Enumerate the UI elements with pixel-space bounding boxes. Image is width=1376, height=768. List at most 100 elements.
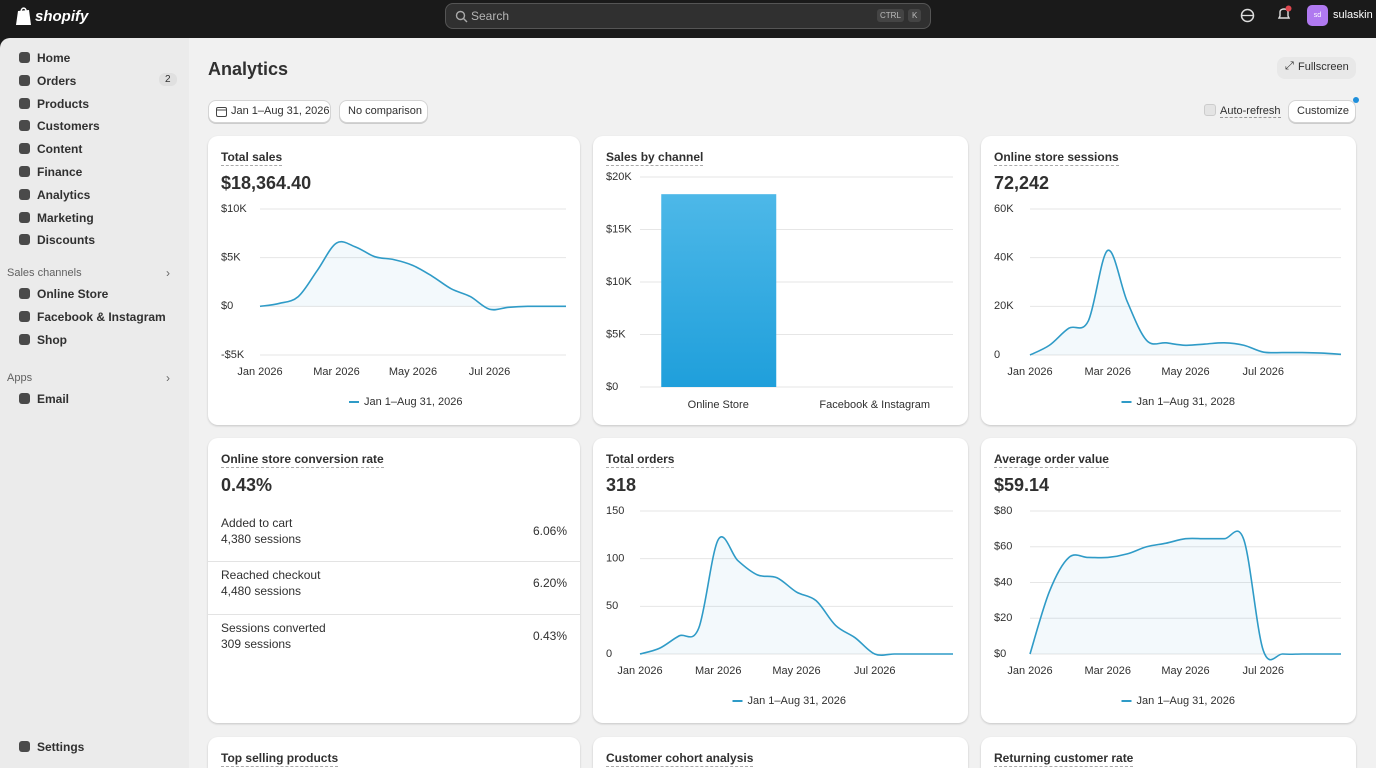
section-title[interactable]: Apps xyxy=(7,372,33,384)
row-label: Sessions converted xyxy=(221,620,326,635)
card: Top selling products xyxy=(208,737,580,768)
button-label: No comparison xyxy=(348,105,422,117)
y-tick-label: $20 xyxy=(994,612,1012,624)
nav-icon xyxy=(19,741,30,752)
y-tick-label: 0 xyxy=(606,648,612,660)
card: Online store sessions 72,242 0 20K 40K 60K J… xyxy=(981,136,1356,425)
legend-label[interactable]: Jan 1–Aug 31, 2026 xyxy=(748,695,846,707)
nav-item[interactable]: Products xyxy=(8,93,180,115)
y-tick-label: 60K xyxy=(994,203,1014,215)
nav-item[interactable]: Finance xyxy=(8,161,180,183)
card: Sales by channel $0 $5K $10K $15K $20K Online… xyxy=(593,136,968,425)
search-icon xyxy=(455,10,468,23)
nav-item[interactable]: Email xyxy=(8,388,180,410)
section-title[interactable]: Sales channels xyxy=(7,267,82,279)
x-tick-label: May 2026 xyxy=(389,366,437,378)
card-title[interactable]: Top selling products xyxy=(221,751,339,767)
button-label: Jan 1–Aug 31, 2026 xyxy=(231,105,330,117)
search-placeholder: Search xyxy=(471,9,510,23)
line xyxy=(639,536,953,656)
y-tick-label: $40 xyxy=(994,576,1012,588)
nav-item[interactable]: Discounts xyxy=(8,229,180,251)
x-tick-label: Jan 2026 xyxy=(1007,366,1052,378)
area xyxy=(260,241,566,310)
card-title[interactable]: Customer cohort analysis xyxy=(606,751,754,767)
auto-refresh-label[interactable]: Auto-refresh xyxy=(1220,105,1281,118)
legend-label[interactable]: Jan 1–Aug 31, 2028 xyxy=(1137,396,1235,408)
nav-badge: 2 xyxy=(159,72,177,86)
chevron: › xyxy=(166,266,170,280)
nav-icon xyxy=(19,393,30,404)
status-dot xyxy=(1353,97,1359,103)
nav-item[interactable]: Shop xyxy=(8,329,180,351)
card-title[interactable]: Total orders xyxy=(606,452,675,468)
card: Total sales $18,364.40 -$5K $0 $5K $10K Jan … xyxy=(208,136,580,425)
checkbox[interactable] xyxy=(1204,104,1216,116)
bell-icon[interactable] xyxy=(1276,5,1294,23)
nav-icon xyxy=(19,333,30,345)
chart: 0 20K 40K 60K Jan 2026 Mar 2026 May 2026 Jul 20… xyxy=(994,203,1342,408)
divider xyxy=(208,561,580,563)
y-tick-label: 40K xyxy=(994,252,1014,264)
nav-item[interactable]: Content xyxy=(8,138,180,160)
avatar[interactable]: sd xyxy=(1307,5,1328,26)
comparison-button[interactable]: No comparison xyxy=(339,100,428,123)
nav-label: Facebook & Instagram xyxy=(37,309,166,324)
nav-icon xyxy=(19,166,30,177)
nav-item[interactable]: Customers xyxy=(8,115,180,137)
card-title[interactable]: Average order value xyxy=(994,452,1109,468)
nav-item[interactable]: Online Store xyxy=(8,283,180,305)
nav-item[interactable]: Analytics xyxy=(8,184,180,206)
nav-item[interactable]: Marketing xyxy=(8,207,180,229)
nav-icon xyxy=(19,143,30,155)
store-icon[interactable] xyxy=(1240,8,1255,23)
y-tick-label: $15K xyxy=(606,223,632,235)
nav-item[interactable]: Orders 2 xyxy=(8,70,180,92)
user-name[interactable]: sulaskin xyxy=(1333,9,1373,21)
nav-item[interactable]: Home xyxy=(8,47,180,69)
nav-label: Online Store xyxy=(37,287,109,301)
nav-item[interactable]: Facebook & Instagram xyxy=(8,306,180,328)
nav-icon xyxy=(19,188,30,200)
y-tick-label: $10K xyxy=(606,276,632,288)
date-range-button[interactable]: Jan 1–Aug 31, 2026 xyxy=(208,100,331,123)
nav-label: Orders xyxy=(37,73,77,88)
nav-item[interactable]: Settings xyxy=(8,736,180,758)
area xyxy=(640,536,953,656)
sidebar: Home Orders 2 Products Customers Content Finan… xyxy=(0,38,189,768)
legend-label[interactable]: Jan 1–Aug 31, 2026 xyxy=(364,396,462,408)
card: Total orders 318 0 50 100 150 Jan 2026 Mar 20… xyxy=(593,438,968,723)
x-tick-label: Mar 2026 xyxy=(313,366,359,378)
legend-label[interactable]: Jan 1–Aug 31, 2026 xyxy=(1137,695,1235,707)
top-bar: shopify Search CTRL K sd sulaskin xyxy=(0,0,1376,38)
nav-label: Content xyxy=(37,142,83,157)
line xyxy=(259,240,566,311)
y-tick-label: $10K xyxy=(221,203,247,215)
fullscreen-button[interactable]: ⤢ Fullscreen xyxy=(1277,57,1356,79)
bar xyxy=(661,194,777,387)
nav-icon xyxy=(19,211,30,223)
x-tick-label: Jan 2026 xyxy=(237,366,282,378)
shortcut-key: CTRL xyxy=(877,9,904,22)
nav-icon xyxy=(19,74,30,86)
x-tick-label: Mar 2026 xyxy=(1085,665,1131,677)
nav-icon xyxy=(19,120,30,132)
card-title[interactable]: Online store conversion rate xyxy=(221,452,384,468)
row-rate: 0.43% xyxy=(532,628,567,643)
button-label: Customize xyxy=(1297,105,1349,117)
chevron: › xyxy=(166,371,170,385)
nav-label: Discounts xyxy=(37,233,96,248)
nav-label: Settings xyxy=(37,740,85,754)
card: Average order value $59.14 $0 $20 $40 $60 $8… xyxy=(981,438,1356,723)
card-title[interactable]: Online store sessions xyxy=(994,150,1119,166)
card-title[interactable]: Total sales xyxy=(221,150,283,166)
row-sessions: 309 sessions xyxy=(221,636,292,651)
line xyxy=(1029,530,1341,661)
nav-label: Marketing xyxy=(37,210,94,225)
card-value: $18,364.40 xyxy=(221,173,312,193)
search-box[interactable]: Search CTRL K xyxy=(445,3,931,29)
card-title[interactable]: Sales by channel xyxy=(606,150,704,166)
card-title[interactable]: Returning customer rate xyxy=(994,751,1134,767)
customize-button[interactable]: Customize xyxy=(1288,100,1356,123)
